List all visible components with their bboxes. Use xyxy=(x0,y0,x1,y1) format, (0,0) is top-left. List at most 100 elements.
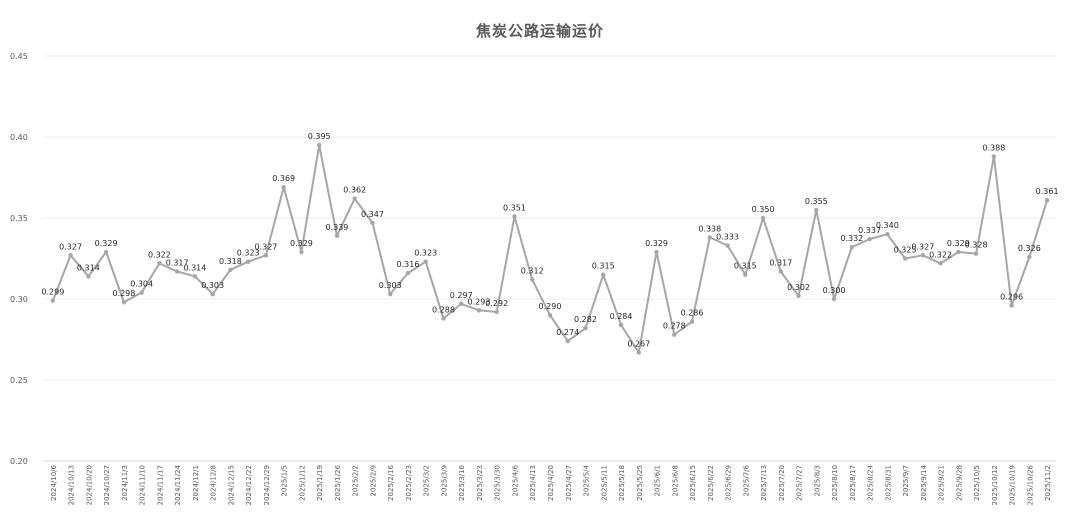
data-point xyxy=(512,214,517,219)
x-tick-label: 2025/6/29 xyxy=(725,465,733,501)
data-point xyxy=(281,185,286,190)
data-point xyxy=(689,319,695,324)
data-label: 0.296 xyxy=(1000,292,1023,301)
data-point xyxy=(316,142,322,148)
data-point xyxy=(441,316,446,321)
data-label: 0.314 xyxy=(77,263,100,272)
data-label: 0.362 xyxy=(343,186,366,195)
data-point xyxy=(370,220,375,226)
x-tick-label: 2025/3/2 xyxy=(423,465,431,496)
x-tick-label: 2025/5/11 xyxy=(600,465,608,501)
y-tick-label: 0.35 xyxy=(10,214,28,223)
x-tick-label: 2024/11/17 xyxy=(156,465,164,505)
data-label: 0.293 xyxy=(468,297,491,306)
data-label: 0.278 xyxy=(663,322,686,331)
data-label: 0.315 xyxy=(592,262,615,271)
data-point xyxy=(192,274,198,279)
x-tick-label: 2025/3/9 xyxy=(440,465,448,496)
data-label: 0.316 xyxy=(397,260,420,269)
data-label: 0.329 xyxy=(947,239,970,248)
x-tick-label: 2025/1/12 xyxy=(298,465,306,501)
data-point xyxy=(68,253,73,258)
data-label: 0.329 xyxy=(95,239,118,248)
data-point xyxy=(778,269,784,274)
data-label: 0.329 xyxy=(290,239,313,248)
x-tick-label: 2025/7/20 xyxy=(778,465,786,501)
data-point xyxy=(405,270,411,276)
data-point xyxy=(1044,197,1050,203)
x-tick-label: 2025/6/22 xyxy=(707,465,715,501)
data-point xyxy=(228,267,233,273)
x-tick-label: 2025/4/6 xyxy=(511,464,519,496)
x-tick-label: 2024/12/8 xyxy=(210,465,218,501)
x-tick-label: 2024/10/6 xyxy=(50,464,58,500)
data-label: 0.323 xyxy=(237,249,260,258)
data-point xyxy=(938,261,943,266)
data-point xyxy=(86,274,91,279)
data-label: 0.290 xyxy=(539,302,562,311)
x-tick-label: 2024/11/24 xyxy=(174,464,182,505)
x-tick-label: 2025/6/8 xyxy=(671,465,679,496)
data-label: 0.327 xyxy=(59,242,82,251)
data-point xyxy=(902,256,908,261)
data-point xyxy=(601,272,606,277)
data-label: 0.347 xyxy=(361,210,384,219)
data-label: 0.332 xyxy=(840,234,863,243)
x-tick-label: 2024/11/10 xyxy=(139,465,147,505)
x-tick-label: 2025/3/16 xyxy=(458,464,466,500)
x-tick-label: 2025/7/13 xyxy=(760,465,768,501)
x-tick-label: 2025/2/2 xyxy=(352,465,360,496)
data-point xyxy=(245,259,251,264)
x-tick-label: 2025/10/26 xyxy=(1026,464,1034,505)
x-tick-label: 2025/5/4 xyxy=(583,464,591,496)
y-axis-tick-labels: 0.20 0.25 0.30 0.35 0.40 0.45 xyxy=(10,52,28,466)
x-tick-label: 2025/1/26 xyxy=(334,464,342,500)
data-point xyxy=(139,290,144,295)
x-tick-label: 2025/4/20 xyxy=(547,465,555,501)
data-label: 0.267 xyxy=(627,339,650,348)
x-tick-label: 2024/11/3 xyxy=(121,465,129,501)
data-point xyxy=(760,215,766,221)
data-label: 0.340 xyxy=(876,221,899,230)
data-point xyxy=(103,249,109,255)
y-tick-label: 0.30 xyxy=(10,295,28,304)
x-tick-label: 2025/1/5 xyxy=(281,465,289,496)
data-point xyxy=(920,253,926,258)
x-tick-label: 2025/8/17 xyxy=(849,465,857,501)
data-point xyxy=(476,308,482,313)
x-tick-label: 2025/5/18 xyxy=(618,465,626,501)
x-tick-label: 2025/4/27 xyxy=(565,465,573,501)
x-tick-label: 2025/6/15 xyxy=(689,465,697,501)
data-point xyxy=(618,322,624,328)
x-tick-label: 2024/10/20 xyxy=(85,465,93,505)
data-label: 0.302 xyxy=(787,283,810,292)
data-label: 0.314 xyxy=(183,263,206,272)
x-tick-label: 2025/6/1 xyxy=(654,465,662,496)
data-label: 0.369 xyxy=(272,174,295,183)
data-label: 0.304 xyxy=(130,280,153,289)
data-label: 0.339 xyxy=(325,223,348,232)
data-point xyxy=(423,259,428,264)
data-point xyxy=(210,291,215,297)
data-point xyxy=(121,300,127,305)
y-tick-label: 0.20 xyxy=(10,457,28,466)
data-point xyxy=(1009,303,1014,308)
data-label: 0.286 xyxy=(681,309,704,318)
data-label: 0.333 xyxy=(716,233,739,242)
data-label: 0.329 xyxy=(645,239,668,248)
x-tick-label: 2025/8/31 xyxy=(884,465,892,501)
data-label: 0.325 xyxy=(894,246,917,255)
x-tick-label: 2025/9/7 xyxy=(902,465,910,496)
y-tick-label: 0.25 xyxy=(10,376,28,385)
x-tick-label: 2025/2/16 xyxy=(387,464,395,500)
data-point xyxy=(654,249,659,255)
data-label: 0.322 xyxy=(929,250,952,259)
x-tick-label: 2025/2/23 xyxy=(405,465,413,501)
data-label: 0.322 xyxy=(148,250,171,259)
data-label: 0.317 xyxy=(166,258,189,267)
data-label: 0.315 xyxy=(734,262,757,271)
x-tick-label: 2025/9/14 xyxy=(920,464,928,500)
x-tick-label: 2024/12/29 xyxy=(263,465,271,505)
data-point xyxy=(174,269,180,274)
data-point xyxy=(547,313,553,318)
